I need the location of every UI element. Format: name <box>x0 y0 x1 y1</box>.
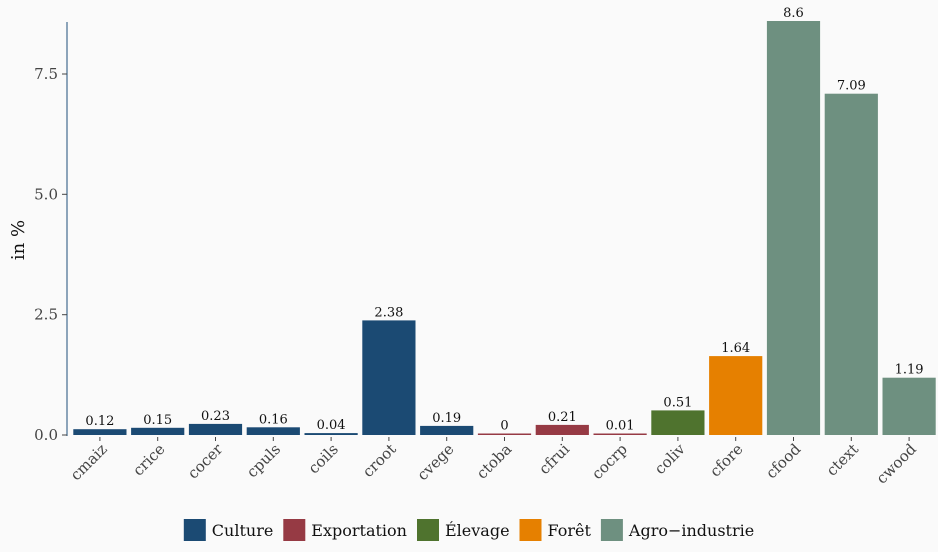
x-axis-ticks: cmaiz crice cocer cpuls coils croot cvege ctoba… <box>67 437 921 488</box>
y-tick-label-2: 5.0 <box>34 185 58 203</box>
data-label-cwood: 1.19 <box>895 363 924 378</box>
legend-label-agro-industrie: Agro−industrie <box>628 521 754 540</box>
data-label-crice: 0.15 <box>143 413 172 428</box>
data-label-cmaiz: 0.12 <box>85 414 114 429</box>
legend-label-forêt: Forêt <box>548 521 592 540</box>
bar-ctoba <box>477 433 532 435</box>
bars-layer <box>73 21 936 435</box>
x-tick-label-crice: crice <box>129 440 168 479</box>
legend-swatch-agro-industrie <box>600 519 623 541</box>
bar-cfrui <box>535 424 589 435</box>
legend-label-élevage: Élevage <box>445 520 510 540</box>
bar-cocer <box>188 423 243 435</box>
bar-coils <box>304 433 358 435</box>
y-tick-label-1: 2.5 <box>34 306 58 324</box>
legend-swatch-forêt <box>519 519 542 541</box>
y-axis-ticks: 0.0 2.5 5.0 7.5 <box>34 65 67 444</box>
legend: Culture Exportation Élevage Forêt Agro−indus… <box>183 519 754 541</box>
x-tick-label-coils: coils <box>305 440 342 477</box>
x-tick-label-cwood: cwood <box>873 440 921 488</box>
bar-cwood <box>882 377 936 435</box>
bar-coliv <box>651 410 705 435</box>
x-tick-label-cmaiz: cmaiz <box>67 440 111 484</box>
x-tick-label-cpuls: cpuls <box>243 440 284 481</box>
data-label-ctoba: 0 <box>500 419 508 434</box>
x-tick-label-cocer: cocer <box>184 440 227 483</box>
x-tick-label-cocrp: cocrp <box>588 440 631 483</box>
bar-cfood <box>766 21 821 435</box>
x-tick-label-coliv: coliv <box>651 440 689 478</box>
y-tick-label-3: 7.5 <box>34 65 58 83</box>
bar-crice <box>131 427 185 435</box>
x-tick-label-cvege: cvege <box>414 440 458 484</box>
data-label-coils: 0.04 <box>317 418 346 433</box>
data-label-cvege: 0.19 <box>432 411 461 426</box>
value-labels-layer: 0.12 0.15 0.23 0.16 0.04 2.38 0.19 0 0.21 0.01 0.5… <box>85 6 923 434</box>
data-label-ctext: 7.09 <box>837 79 866 94</box>
data-label-coliv: 0.51 <box>663 395 692 410</box>
bar-ctext <box>824 93 878 435</box>
y-axis-label: in % <box>8 220 29 260</box>
legend-swatch-élevage <box>417 519 439 541</box>
y-tick-label-0: 0.0 <box>34 426 58 444</box>
legend-swatch-exportation <box>283 519 306 541</box>
bar-croot <box>362 320 416 435</box>
data-label-cfore: 1.64 <box>721 341 750 356</box>
data-label-cpuls: 0.16 <box>259 412 288 427</box>
data-label-cocer: 0.23 <box>201 409 230 424</box>
data-label-croot: 2.38 <box>374 305 403 320</box>
data-label-cocrp: 0.01 <box>606 419 635 434</box>
x-tick-label-cfood: cfood <box>762 440 804 482</box>
data-label-cfood: 8.6 <box>783 6 804 21</box>
bar-cocrp <box>593 433 647 435</box>
bar-cmaiz <box>73 429 127 435</box>
bar-cpuls <box>246 427 300 435</box>
legend-label-culture: Culture <box>212 521 274 540</box>
bar-cvege <box>420 425 474 435</box>
x-tick-label-ctext: ctext <box>823 440 862 479</box>
legend-swatch-culture <box>183 519 206 541</box>
x-tick-label-croot: croot <box>359 440 400 481</box>
legend-label-exportation: Exportation <box>311 521 407 540</box>
x-tick-label-cfrui: cfrui <box>535 440 573 478</box>
bar-cfore <box>709 356 763 435</box>
x-tick-label-cfore: cfore <box>706 440 746 480</box>
x-tick-label-ctoba: ctoba <box>473 440 515 482</box>
data-label-cfrui: 0.21 <box>548 410 577 425</box>
